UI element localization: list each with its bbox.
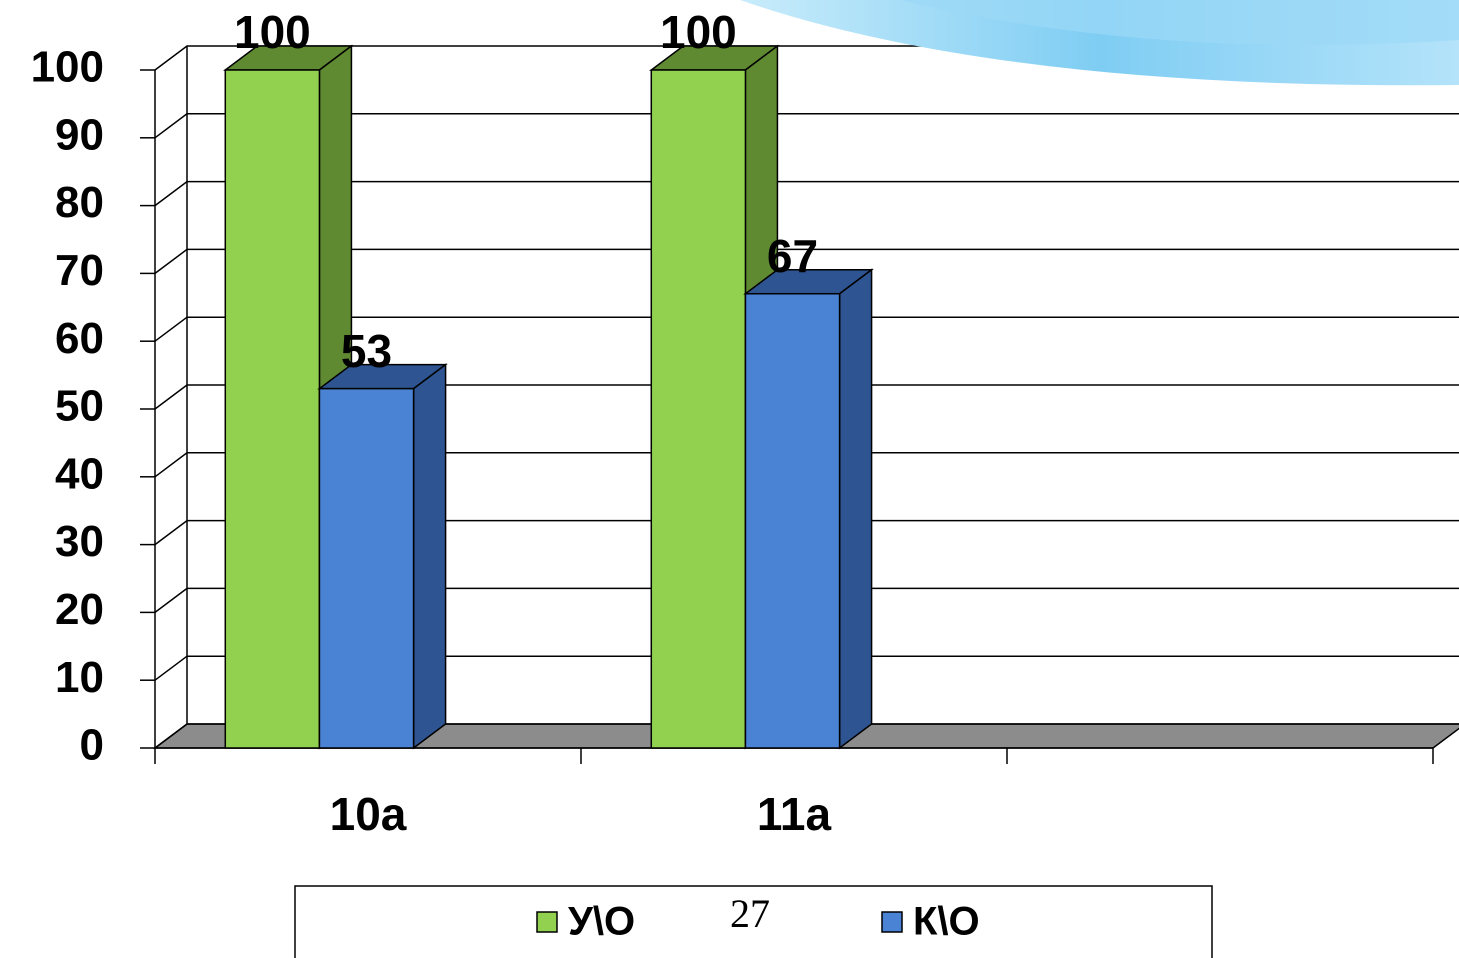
legend-swatch (881, 911, 903, 933)
grid-line (154, 316, 1459, 342)
grid-line (154, 519, 1459, 546)
y-tick-label: 10 (55, 653, 104, 702)
y-tick-label: 70 (55, 246, 104, 295)
legend-label: К\О (913, 900, 980, 944)
y-tick-label: 60 (55, 314, 104, 363)
value-label: 67 (767, 230, 818, 282)
bar (224, 69, 321, 749)
y-tick-label: 0 (80, 721, 104, 770)
x-tick-label: 10а (330, 788, 407, 840)
decoration-swoosh (900, 0, 1459, 45)
y-tick-label: 90 (55, 110, 104, 159)
slide-number: 27 (730, 891, 770, 936)
x-tick-label: 11а (757, 788, 832, 840)
y-tick-label: 50 (55, 382, 104, 431)
bar (744, 292, 841, 749)
grid-line (154, 452, 1459, 478)
bar-side (412, 363, 447, 750)
value-label: 100 (234, 6, 311, 58)
legend-box (294, 885, 1213, 958)
value-label: 100 (660, 6, 737, 58)
value-label: 53 (341, 325, 392, 377)
grid-line (154, 587, 1459, 614)
legend-swatch (536, 911, 558, 933)
bar (650, 69, 747, 749)
grid-line (154, 180, 1459, 207)
grid-line (154, 723, 1459, 749)
legend-label: У\О (568, 900, 635, 944)
grid-line (154, 248, 1459, 274)
y-tick-label: 20 (55, 585, 104, 634)
bar (318, 387, 415, 749)
y-tick-label: 80 (55, 178, 104, 227)
y-tick-label: 40 (55, 449, 104, 498)
y-tick-label: 30 (55, 517, 104, 566)
bar-side (838, 268, 873, 750)
grid-line (154, 655, 1459, 681)
y-tick-label: 100 (31, 43, 104, 92)
grid-line (154, 384, 1459, 410)
grid-line (154, 113, 1459, 139)
